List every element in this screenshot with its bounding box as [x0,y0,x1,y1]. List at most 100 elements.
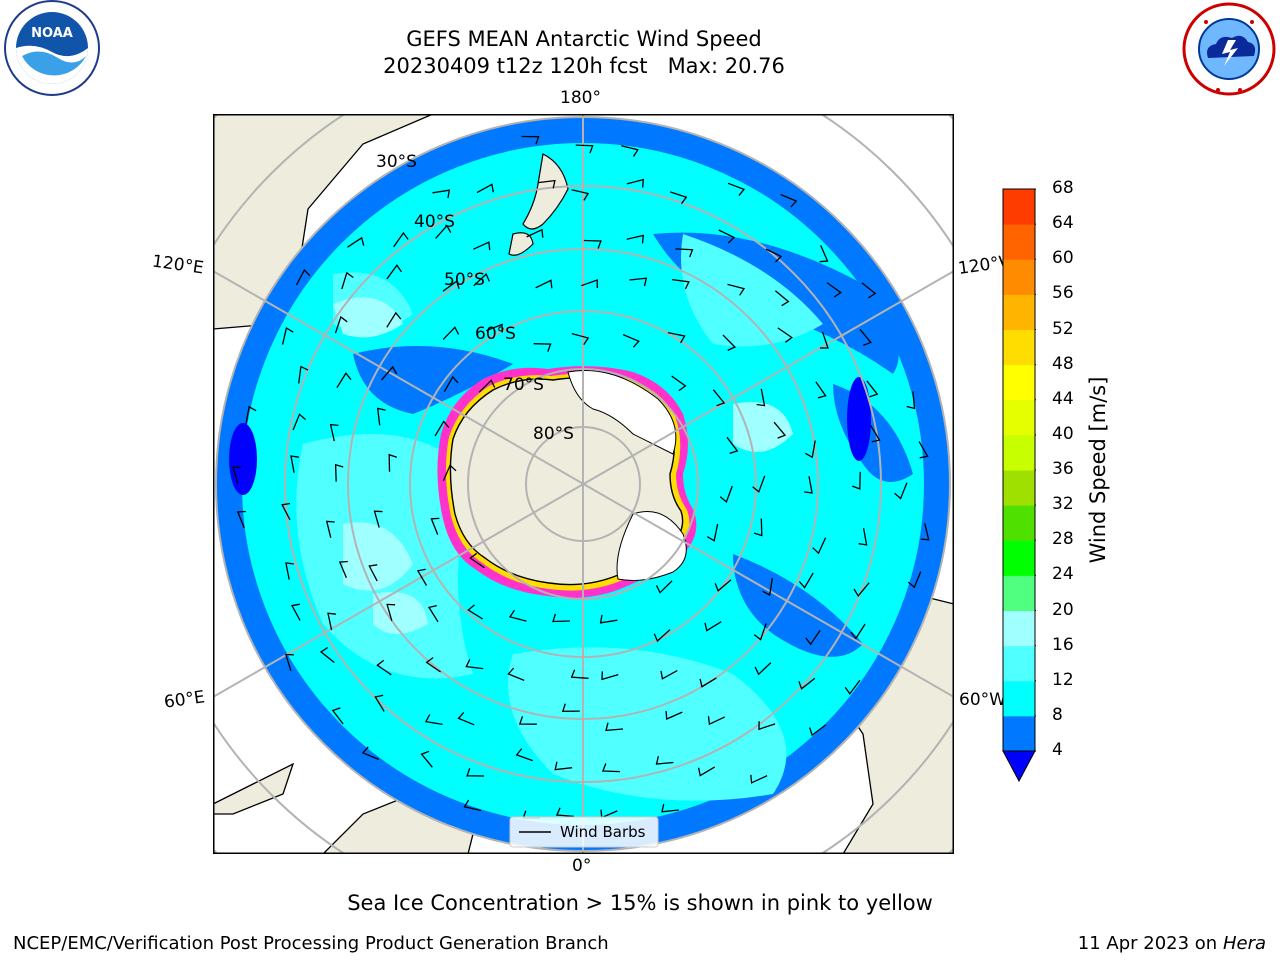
wind-barb [599,614,618,624]
wind-barb [331,707,344,725]
wind-barb [537,179,556,189]
wind-barb-legend: Wind Barbs [509,816,659,848]
wind-barb [894,482,908,500]
colorbar-tick-label: 48 [1052,353,1074,374]
wind-barb [675,248,694,258]
wind-barb [554,761,573,771]
wind-barb [374,694,385,712]
wind-barb [798,677,816,690]
colorbar-segment [1003,470,1035,506]
wind-barb [476,183,494,194]
wind-barb [442,464,457,482]
polar-map: Wind Barbs [213,114,954,854]
wind-barb [727,182,746,197]
colorbar-segment [1003,645,1035,682]
wind-barb [907,571,922,589]
wind-barb [521,135,540,145]
wind-barb [430,517,440,535]
wind-barb [442,326,460,341]
wind-barb [485,323,503,333]
wind-barb [804,440,816,459]
wind-speed-colorbar [1002,188,1036,783]
wind-barb [859,328,872,346]
wind-barb [805,629,821,646]
wind-barb [442,280,460,292]
wind-barb [533,343,552,352]
wind-barb [376,407,386,426]
wind-barb [629,277,648,287]
colorbar-tick-label: 64 [1052,213,1074,234]
credit-branch: NCEP/EMC/Verification Post Processing Pr… [13,933,609,954]
wind-barb [750,774,768,784]
wind-barb [526,228,544,238]
wind-barb [626,178,645,188]
colorbar-segment [1003,575,1035,611]
colorbar-tick-label: 20 [1052,599,1074,620]
colorbar-tick-label: 56 [1052,283,1074,304]
wind-barb [804,476,813,494]
wind-barb [232,466,242,484]
wind-barb [381,365,398,381]
wind-barb [575,144,594,154]
colorbar-tick-label: 44 [1052,388,1074,409]
wind-barb [655,580,673,594]
wind-barb [507,667,525,682]
wind-barb [756,388,766,407]
colorbar-tick-label: 16 [1052,634,1074,655]
wind-barb [570,669,589,679]
wind-barb [518,716,537,725]
wind-barb [427,604,439,623]
lat-label-30s: 30°S [376,152,417,172]
wind-barb [571,332,590,345]
wind-barb [473,273,490,287]
lon-label-120e: 120°E [150,251,205,279]
wind-barb [653,629,671,643]
wind-barb [386,311,402,328]
wind-barb [327,612,336,631]
colorbar-segment [1003,540,1035,576]
wind-barb [285,653,294,671]
colorbar-segment [1003,259,1035,295]
wind-barb [866,380,879,398]
wind-barb [435,224,452,239]
graticule [213,114,954,854]
colorbar-tick-label: 68 [1052,178,1074,198]
wind-barb [508,609,527,622]
wind-barb [298,365,309,384]
colorbar-segment [1003,610,1035,647]
colorbar-tick-label: 12 [1052,669,1074,690]
wind-barb [571,189,590,201]
lat-label-40s: 40°S [414,212,455,232]
wind-barb [292,413,307,431]
wind-barb [601,763,620,773]
wind-barb [290,603,301,621]
colorbar-label: Wind Speed [m/s] [1086,376,1110,564]
wind-barb [601,671,619,681]
wind-barb [457,711,475,726]
wind-barb [815,381,827,399]
wind-barb [290,455,299,473]
wind-barb [319,647,335,664]
wind-barb [466,768,485,777]
wind-barb [420,750,433,768]
wind-barb [906,391,916,410]
colorbar-segment [1003,434,1035,471]
wind-barb [808,724,827,737]
wind-barb [236,510,246,528]
wind-barb [918,441,929,459]
colorbar-segment [1003,364,1035,401]
wind-barb [555,807,574,818]
wind-barb [478,379,496,393]
wind-barb [434,420,450,437]
colorbar-tick-label: 32 [1052,494,1074,515]
wind-barb [870,425,881,443]
colorbar-segment [1003,680,1035,717]
wind-barb [706,523,719,542]
colorbar-tick-label: 8 [1052,704,1063,725]
wind-barb [281,326,294,345]
wind-barb [752,475,766,493]
wind-barb [754,662,772,676]
colorbar-tick-label: 60 [1052,248,1074,269]
wind-barb [718,229,736,244]
colorbar-segment [1003,329,1035,366]
